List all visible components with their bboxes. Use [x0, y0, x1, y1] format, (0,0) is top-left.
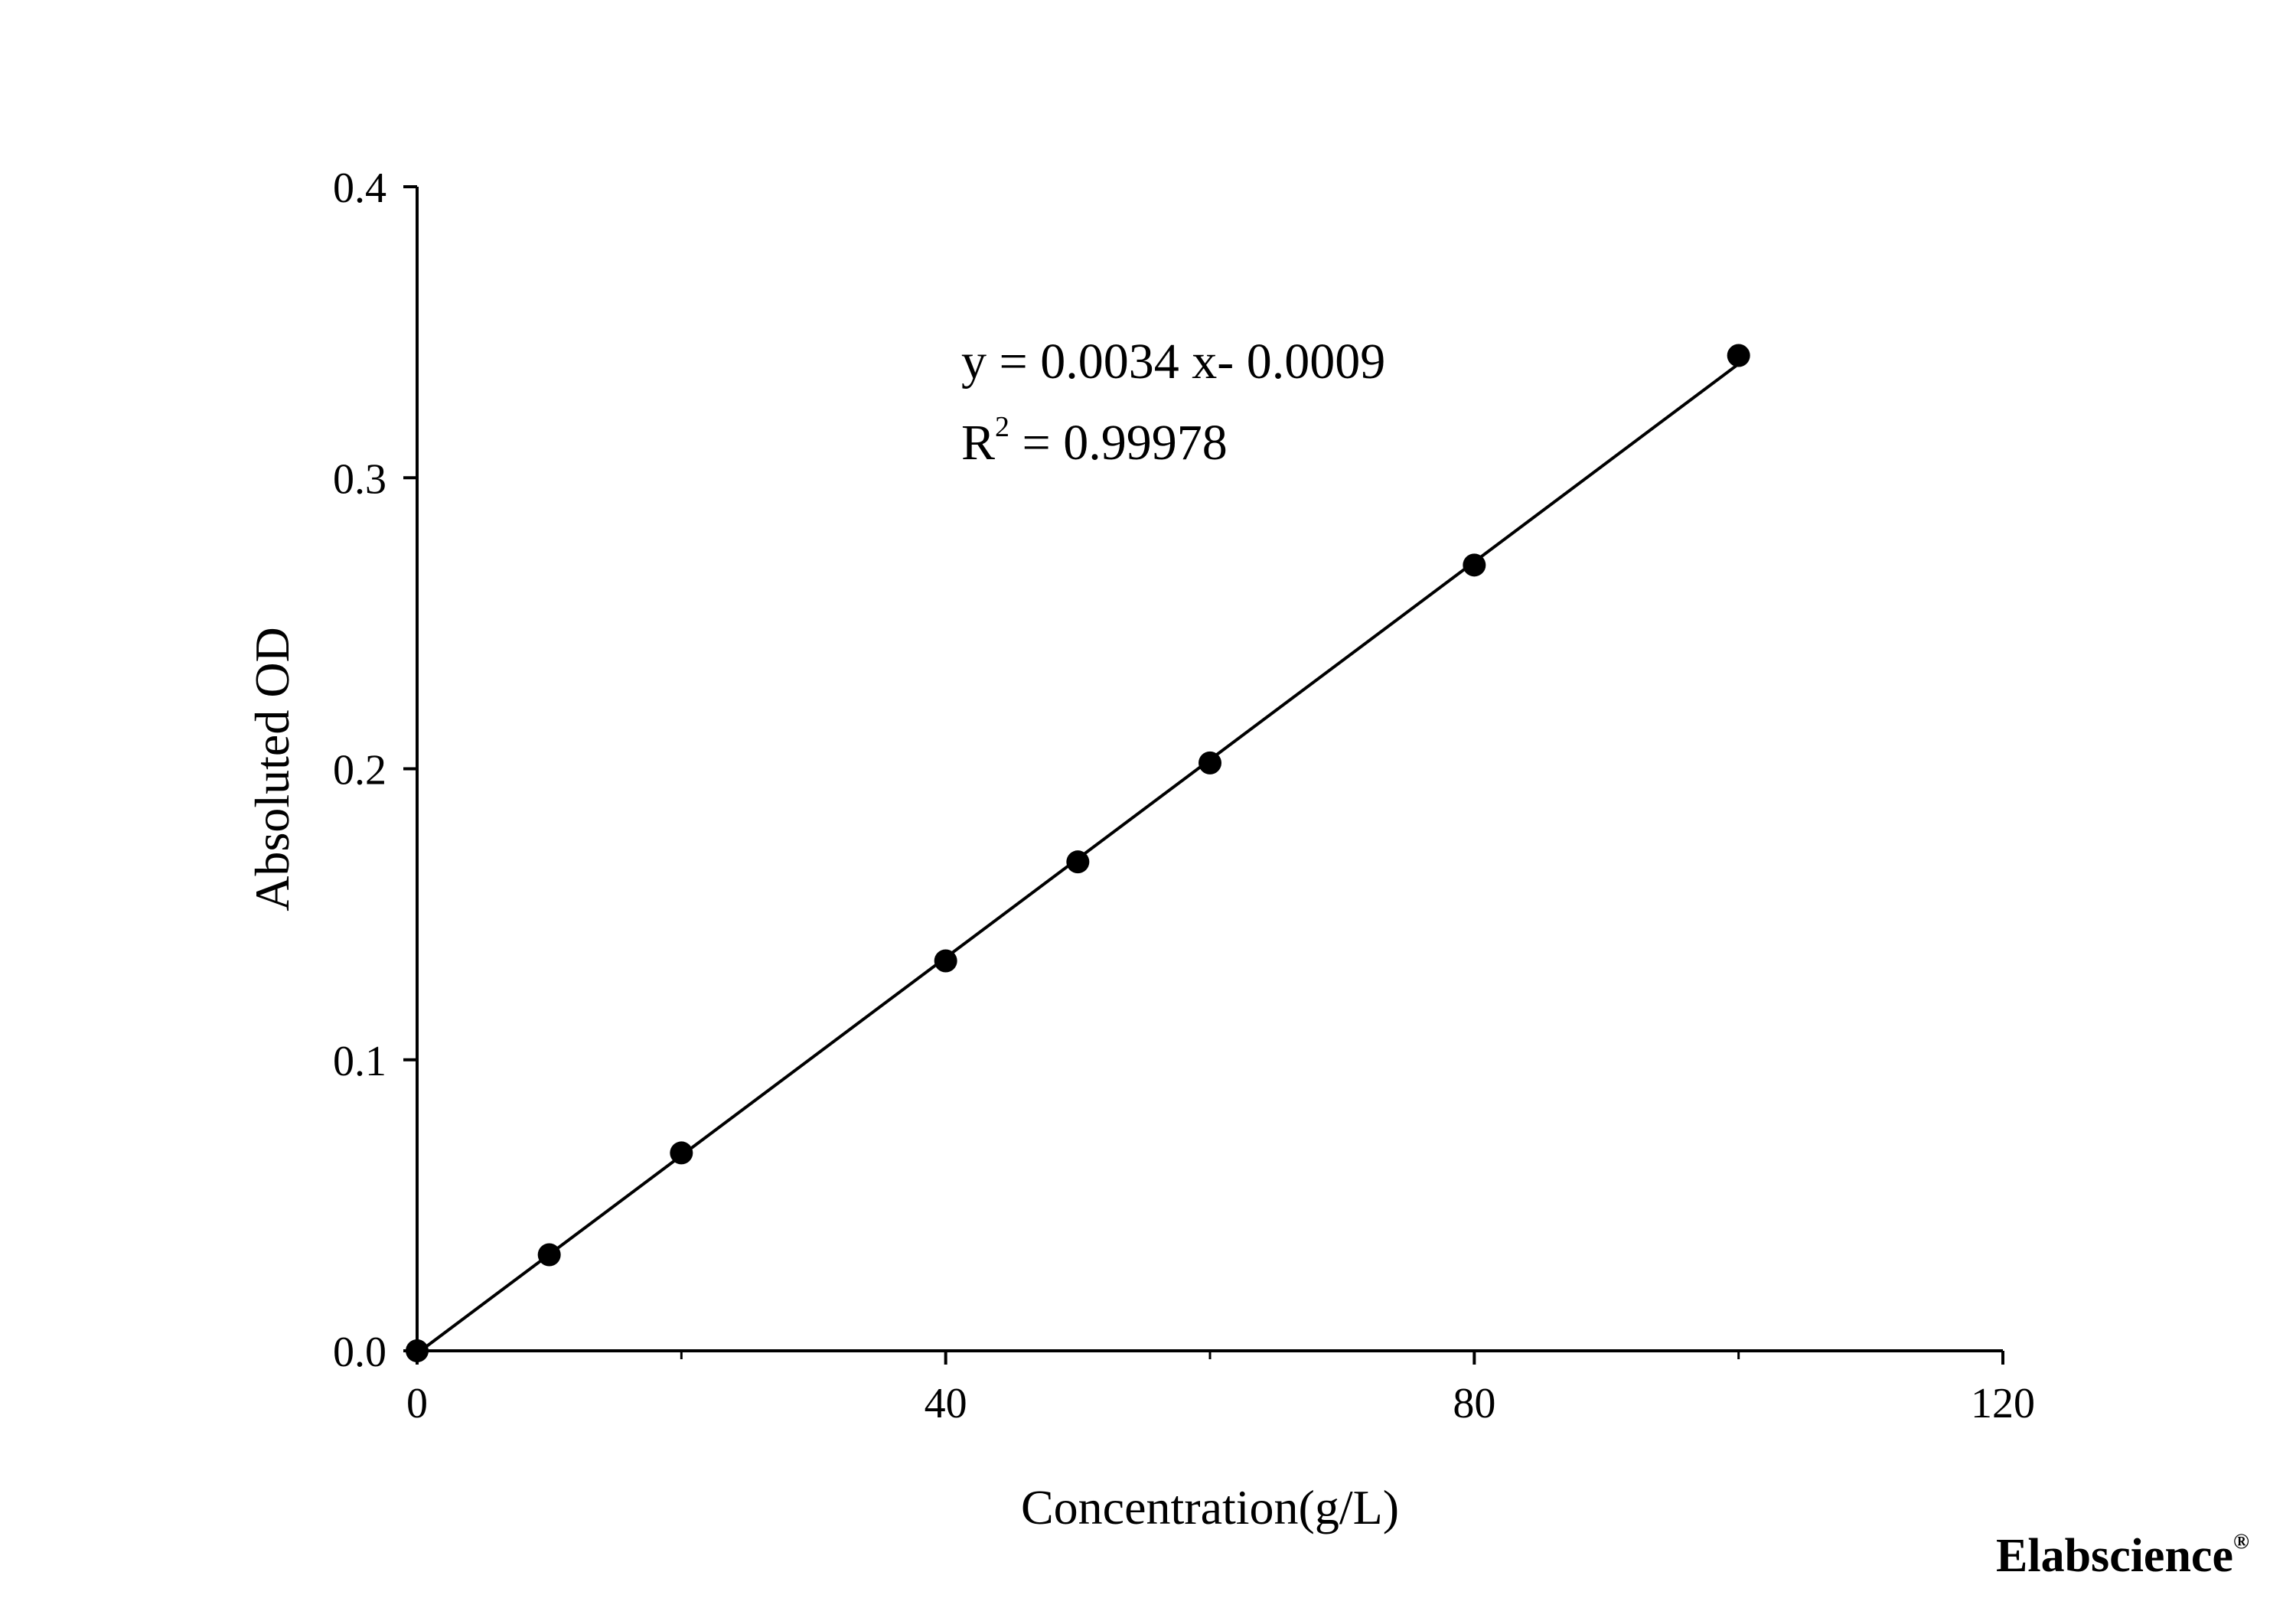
y-axis-title: Absoluted OD: [245, 627, 299, 912]
data-point: [1463, 553, 1486, 577]
r-squared-value: = 0.99978: [1009, 415, 1228, 471]
data-point: [670, 1141, 693, 1165]
x-axis-title: Concentration(g/L): [1021, 1480, 1399, 1534]
data-points: [406, 344, 1750, 1362]
x-ticks: 0 40 80 120: [406, 1351, 2035, 1427]
data-point: [1727, 344, 1750, 367]
y-tick-label: 0.0: [333, 1329, 386, 1376]
data-point: [934, 949, 957, 973]
watermark-registered-mark: ®: [2233, 1530, 2249, 1554]
r-squared-prefix: R: [961, 415, 995, 471]
data-point: [1066, 850, 1090, 874]
data-point: [406, 1339, 429, 1362]
watermark-logo: Elabscience®: [1996, 1530, 2249, 1582]
y-tick-label: 0.2: [333, 747, 386, 794]
y-tick-label: 0.4: [333, 165, 386, 212]
x-tick-label: 0: [406, 1380, 428, 1427]
x-tick-label: 120: [1971, 1380, 2035, 1427]
r-squared-superscript: 2: [995, 411, 1009, 443]
data-point: [1199, 751, 1221, 775]
r-squared-annotation: R2 = 0.99978: [961, 411, 1228, 471]
y-ticks: 0.0 0.1 0.2 0.3 0.4: [333, 165, 417, 1376]
watermark-text: Elabscience: [1996, 1530, 2233, 1582]
data-point: [537, 1243, 561, 1267]
x-tick-label: 40: [925, 1380, 967, 1427]
y-tick-label: 0.1: [333, 1038, 386, 1085]
equation-annotation: y = 0.0034 x- 0.0009: [961, 334, 1385, 390]
y-tick-label: 0.3: [333, 455, 386, 503]
x-tick-label: 80: [1453, 1380, 1495, 1427]
